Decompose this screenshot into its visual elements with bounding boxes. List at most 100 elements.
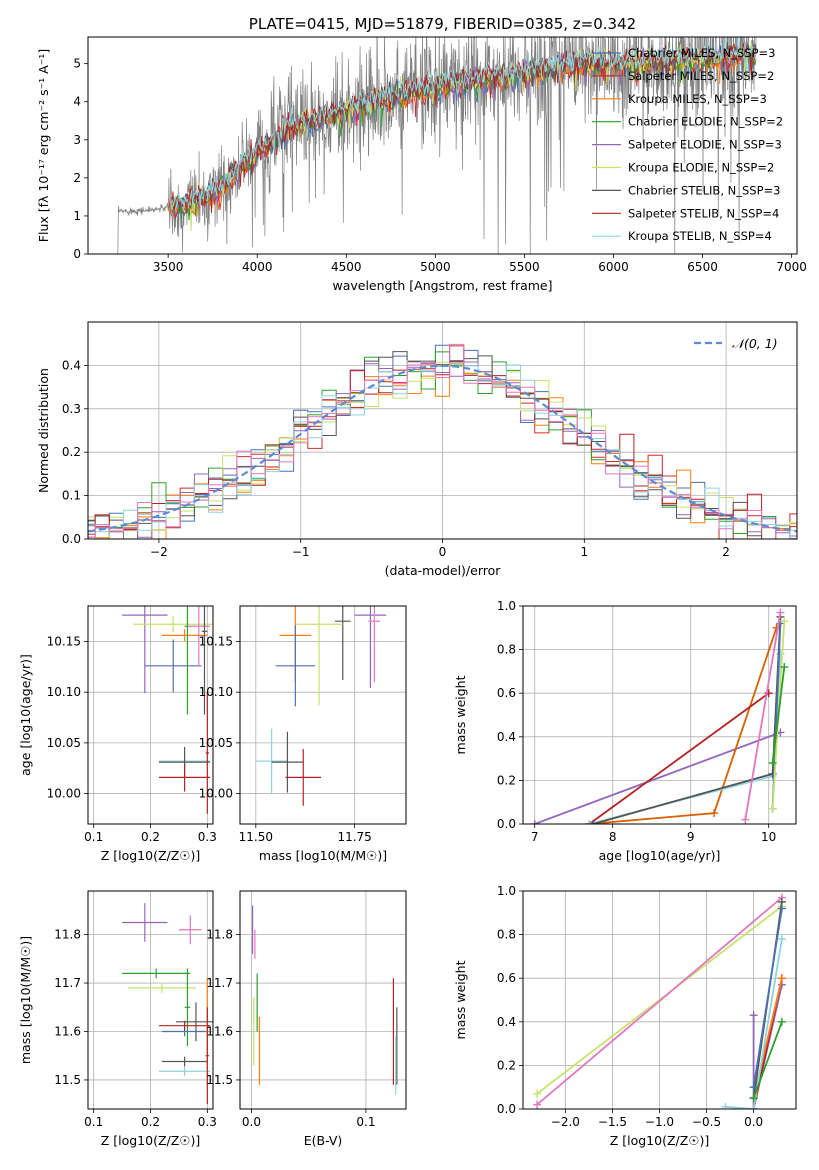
legend-entry: Kroupa STELIB, N_SSP=4 [628,229,772,243]
x-tick-label: 8 [609,830,617,844]
legend-entry: Salpeter MILES, N_SSP=2 [628,69,774,83]
massweight-vs-age-plot-area [530,608,789,824]
x-tick-label: −1.5 [598,1115,627,1129]
x-tick-label: 7000 [776,260,807,274]
y-tick-label: 0.4 [497,730,516,744]
x-tick-label: 5000 [420,260,451,274]
plus-marker [721,1102,730,1109]
plus-marker [777,1017,786,1026]
x-tick-label: 0.2 [141,1115,160,1129]
y-axis-label: mass weight [453,960,468,1039]
errorbar-point [205,1007,210,1105]
x-tick-label: 4500 [331,260,362,274]
y-tick-label: 11.6 [206,1024,233,1038]
plus-marker [710,809,719,818]
plus-marker [768,804,777,813]
plus-marker [533,1100,542,1109]
x-tick-label: 0.0 [744,1115,763,1129]
y-tick-label: 11.6 [54,1024,81,1038]
mass-weight-line [534,731,781,824]
errorbar-point [122,968,191,979]
plus-marker [749,1105,758,1109]
errorbar-point [184,968,191,1047]
mass-vs-ebv-panel: 0.0 0.1 11.5 11.6 11.7 11.8 E(B-V) [206,890,407,1148]
x-tick-label: −1 [292,545,310,559]
y-tick-label: 0.8 [497,928,516,942]
model-spectrum-line [171,37,757,209]
errorbar-point [161,1056,208,1067]
errorbar-point [159,1066,211,1077]
errorbar-point [201,606,208,715]
x-axis-label: Z [log10(Z/Z☉)] [101,1133,201,1148]
plus-marker [780,663,789,672]
errorbar-point [205,692,210,814]
y-tick-label: 0.2 [497,1058,516,1072]
y-tick-label: 11.7 [206,976,233,990]
model-spectrum-line [171,43,756,214]
y-axis-label: mass [log10(M/M☉)] [18,936,33,1064]
y-tick-label: 10.10 [47,685,81,699]
y-tick-label: 0.4 [62,358,81,372]
x-axis-label: E(B-V) [304,1133,343,1148]
errorbar-point [161,629,208,642]
y-tick-label: 0.0 [497,817,516,831]
x-tick-label: 3500 [153,260,184,274]
y-tick-label: 1.0 [497,599,516,613]
y-tick-label: 0.2 [62,445,81,459]
x-tick-label: 0 [439,545,447,559]
age-vs-Z-panel: 0.1 0.2 0.3 10.00 10.05 10.10 10.15 Z [log10(Z/… [18,605,217,863]
y-tick-label: 11.5 [54,1073,81,1087]
plus-marker [780,617,789,626]
y-tick-label: 10.10 [199,685,233,699]
mass-weight-line [536,896,783,1106]
axes-frame [239,605,407,825]
errorbar-point [159,763,211,792]
massweight-vs-Z-plot-area [533,893,786,1109]
y-axis-label: mass weight [453,675,468,754]
x-axis-label: Z [log10(Z/Z☉)] [101,848,201,863]
mass-weight-line [771,666,786,764]
massweight-vs-age-panel: 7 8 9 10 0.0 0.2 0.4 0.6 0.8 1.0 age [log10(age/yr… [453,599,797,863]
y-tick-label: 10.00 [199,787,233,801]
x-tick-label: 11.50 [239,830,273,844]
y-tick-label: 2 [73,171,81,185]
mass-vs-Z-panel: 0.1 0.2 0.3 11.5 11.6 11.7 11.8 Z [log10(Z/Z☉)]… [18,890,217,1148]
plus-marker [589,820,598,824]
y-tick-label: 0.0 [62,532,81,546]
x-tick-label: −2 [150,545,168,559]
y-tick-label: 0.2 [497,773,516,787]
mass-vs-ebv-plot-area [251,905,398,1095]
y-tick-label: 3 [73,133,81,147]
plus-marker [741,815,750,824]
x-tick-label: 7 [531,830,539,844]
x-tick-label: 4000 [242,260,273,274]
mass-weight-line [752,908,783,1088]
x-tick-label: 2 [722,545,730,559]
errorbar-point [368,606,381,683]
y-tick-label: 0.3 [62,402,81,416]
errorbar-point [275,625,316,707]
mass-weight-line [725,938,783,1109]
legend-entry: Kroupa ELODIE, N_SSP=2 [628,161,774,175]
residual-panel: −2 −1 0 1 2 0.0 0.1 0.2 0.3 0.4 (data-model)/error… [36,321,798,578]
normal-curve-line [88,364,797,533]
age-vs-mass-panel: 11.50 11.75 10.00 10.05 10.10 10.15 mass [log1… [199,605,407,863]
errorbar-point [271,731,304,793]
y-tick-label: 5 [73,57,81,71]
y-tick-label: 0.1 [62,489,81,503]
histogram-step-line [88,361,797,539]
spectrum-legend: Chabrier MILES, N_SSP=3 Salpeter MILES, N… [592,46,783,243]
y-tick-label: 1 [73,209,81,223]
errorbar-point [334,606,351,681]
plus-marker [749,1011,758,1020]
x-axis-label: wavelength [Angstrom, rest frame] [332,278,552,293]
x-tick-label: 0.1 [84,1115,103,1129]
y-tick-label: 1.0 [497,884,516,898]
plus-marker [533,1089,542,1098]
plus-marker [777,934,786,943]
errorbar-point [127,983,196,993]
mass-weight-line [752,1021,783,1099]
x-axis-label: age [log10(age/yr)] [599,848,721,863]
spectrum-plot-area [117,37,757,254]
